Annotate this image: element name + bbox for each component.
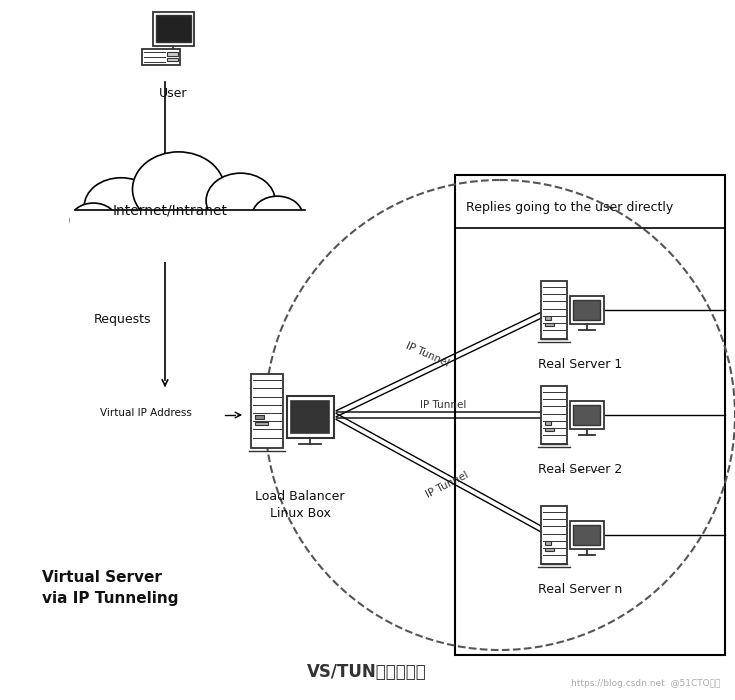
FancyBboxPatch shape — [167, 57, 178, 61]
FancyBboxPatch shape — [255, 422, 268, 426]
Text: Real Server 1: Real Server 1 — [538, 358, 622, 371]
FancyBboxPatch shape — [142, 49, 180, 65]
FancyBboxPatch shape — [156, 15, 191, 43]
Text: IP Tunnel: IP Tunnel — [420, 400, 466, 410]
Ellipse shape — [252, 196, 303, 235]
Text: User: User — [159, 87, 187, 100]
Ellipse shape — [206, 173, 275, 228]
Ellipse shape — [71, 203, 116, 237]
Ellipse shape — [132, 152, 224, 227]
FancyBboxPatch shape — [545, 316, 551, 320]
Text: Virtual IP Address: Virtual IP Address — [100, 408, 192, 418]
FancyBboxPatch shape — [287, 396, 334, 438]
FancyBboxPatch shape — [153, 12, 194, 46]
FancyBboxPatch shape — [570, 296, 603, 323]
FancyBboxPatch shape — [573, 524, 600, 545]
FancyBboxPatch shape — [255, 415, 265, 419]
FancyBboxPatch shape — [71, 210, 309, 256]
FancyBboxPatch shape — [251, 374, 283, 448]
Text: Load Balancer
Linux Box: Load Balancer Linux Box — [255, 490, 345, 520]
FancyBboxPatch shape — [545, 547, 554, 551]
Text: IP Tunnel: IP Tunnel — [425, 470, 470, 500]
Text: Virtual Server
via IP Tunneling: Virtual Server via IP Tunneling — [42, 570, 179, 606]
Text: Replies going to the user directly: Replies going to the user directly — [467, 201, 673, 214]
FancyBboxPatch shape — [167, 52, 178, 56]
FancyBboxPatch shape — [541, 281, 567, 339]
FancyBboxPatch shape — [570, 401, 603, 428]
FancyBboxPatch shape — [545, 323, 554, 326]
Text: Real Server n: Real Server n — [538, 583, 622, 596]
FancyBboxPatch shape — [573, 405, 600, 426]
FancyBboxPatch shape — [545, 421, 551, 425]
FancyBboxPatch shape — [541, 506, 567, 564]
FancyBboxPatch shape — [573, 300, 600, 321]
Text: Internet/Intranet: Internet/Intranet — [112, 203, 228, 217]
Ellipse shape — [85, 178, 158, 235]
FancyBboxPatch shape — [71, 210, 309, 262]
FancyBboxPatch shape — [291, 401, 329, 433]
Text: Requests: Requests — [94, 314, 151, 326]
Text: - - - - -: - - - - - — [561, 463, 599, 477]
Text: VS/TUN的体系结构: VS/TUN的体系结构 — [307, 663, 427, 681]
Text: Real Server 2: Real Server 2 — [538, 463, 622, 476]
FancyBboxPatch shape — [545, 541, 551, 545]
FancyBboxPatch shape — [570, 522, 603, 549]
FancyBboxPatch shape — [545, 428, 554, 430]
Text: https://blog.csdn.net  @51CTO博客: https://blog.csdn.net @51CTO博客 — [570, 679, 720, 688]
Text: IP Tunnel: IP Tunnel — [404, 340, 451, 368]
FancyBboxPatch shape — [541, 386, 567, 444]
